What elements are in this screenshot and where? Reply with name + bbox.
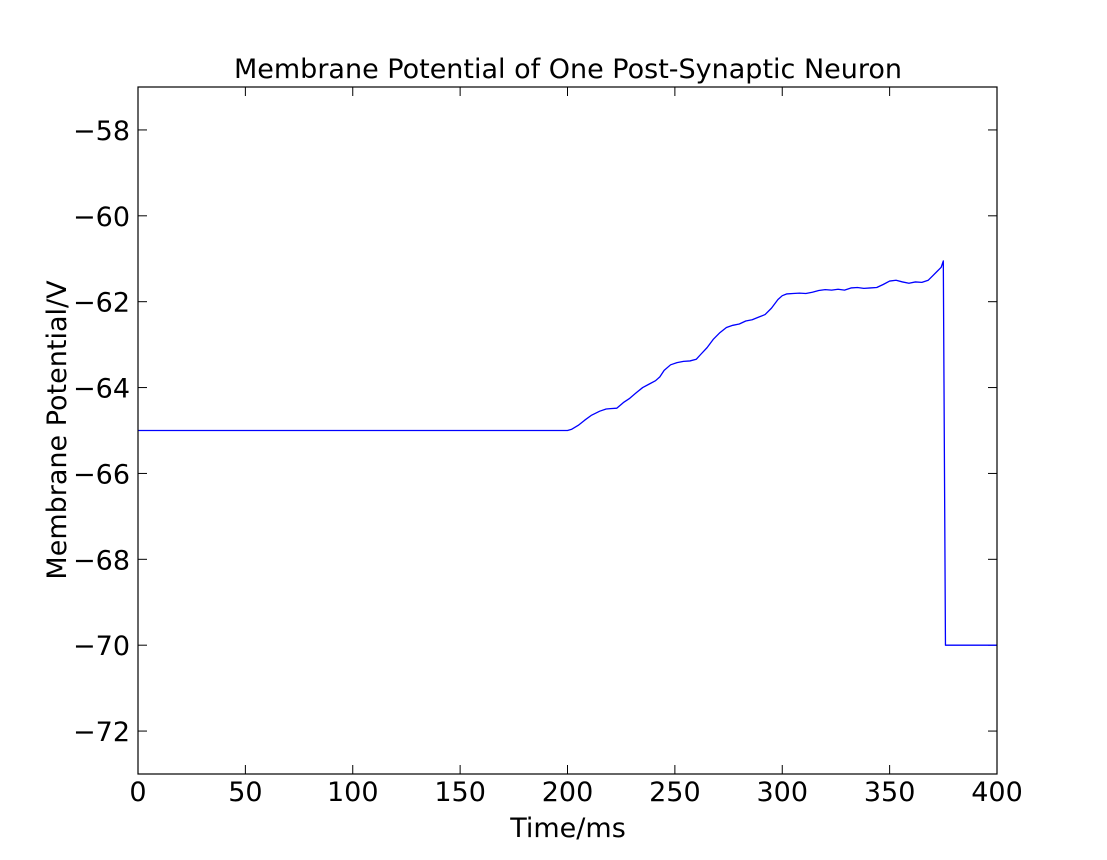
plot-frame (137, 86, 998, 775)
y-tick-label: −64 (73, 374, 130, 405)
x-tick-label: 350 (864, 777, 916, 808)
y-tick-label: −68 (73, 545, 130, 576)
x-tick-label: 150 (434, 777, 486, 808)
x-axis-label: Time/ms (509, 813, 626, 844)
series-line (138, 260, 997, 646)
x-tick-label: 300 (756, 777, 808, 808)
x-tick-label: 250 (649, 777, 701, 808)
ticks-layer: 0 50 100 150 200 250 300 350 400 −72 −70 −68 −66 −64 −… (73, 87, 1023, 808)
x-tick-label: 100 (327, 777, 379, 808)
y-tick-label: −70 (73, 631, 130, 662)
plot-layer (138, 260, 997, 646)
x-tick-label: 400 (971, 777, 1023, 808)
y-tick-label: −60 (73, 202, 130, 233)
x-tick-label: 0 (129, 777, 146, 808)
x-tick-label: 200 (542, 777, 594, 808)
y-tick-label: −66 (73, 459, 130, 490)
chart-title: Membrane Potential of One Post-Synaptic … (234, 54, 902, 85)
y-tick-label: −58 (73, 116, 130, 147)
y-tick-label: −62 (73, 288, 130, 319)
x-tick-label: 50 (228, 777, 262, 808)
y-axis-label: Membrane Potential/V (42, 280, 73, 580)
y-tick-label: −72 (73, 717, 130, 748)
